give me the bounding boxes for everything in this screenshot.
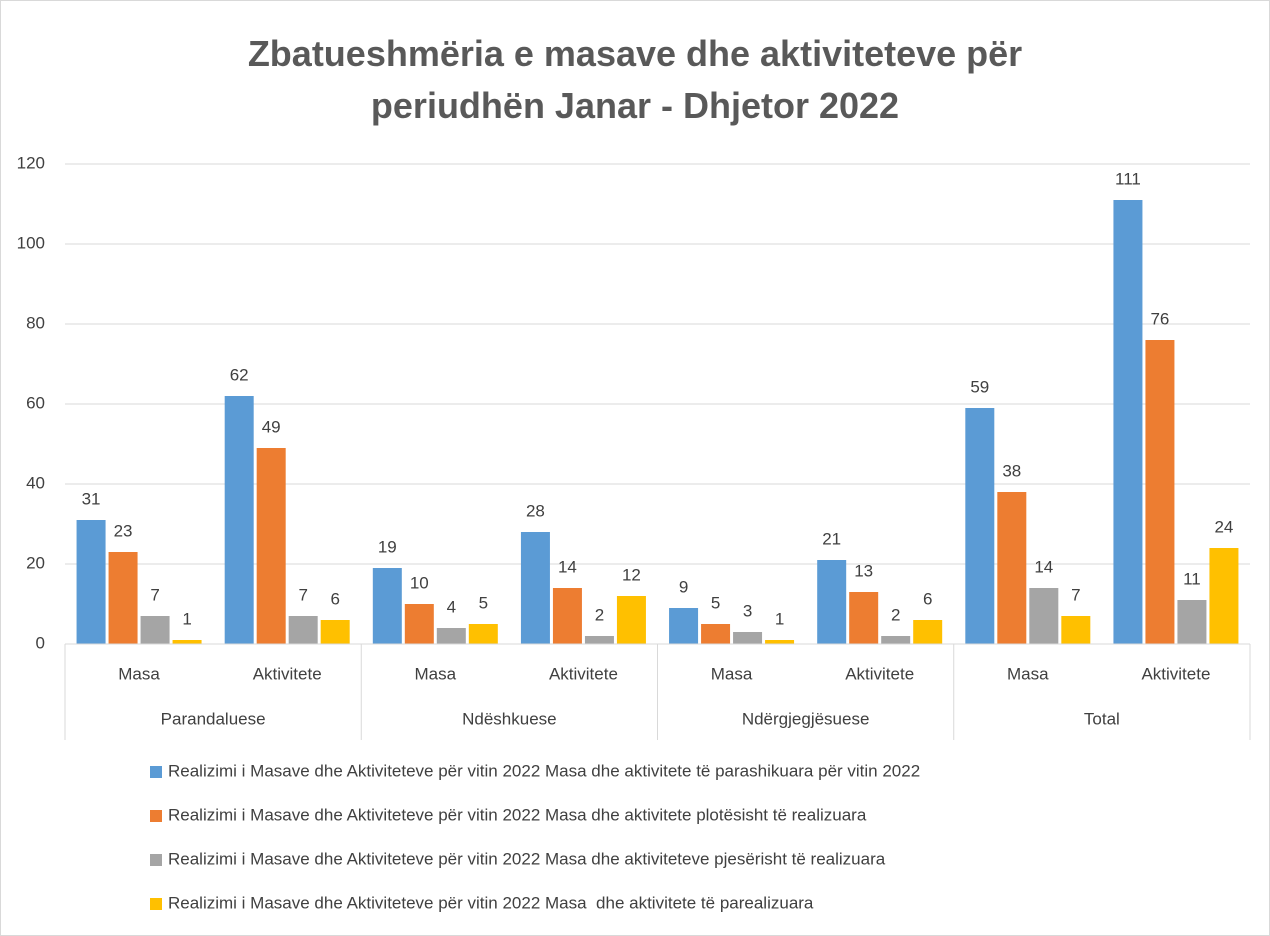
bar [224, 396, 254, 644]
y-tick-label: 100 [17, 233, 45, 252]
x-tick-label: Aktivitete [549, 664, 618, 683]
bar [552, 588, 582, 644]
data-label: 28 [526, 501, 545, 520]
bar [172, 640, 202, 644]
bar [372, 568, 402, 644]
bar [881, 636, 911, 644]
bar [1209, 548, 1239, 644]
data-label: 11 [1183, 569, 1201, 588]
data-label: 7 [298, 585, 307, 604]
bar [913, 620, 943, 644]
y-tick-label: 0 [36, 633, 45, 652]
bar [1145, 340, 1175, 644]
bar [997, 492, 1027, 644]
data-label: 1 [775, 609, 784, 628]
bar [1061, 616, 1091, 644]
data-label: 7 [1071, 585, 1080, 604]
data-label: 9 [679, 577, 688, 596]
legend-swatch [150, 854, 162, 866]
data-label: 59 [970, 377, 989, 396]
bar [817, 560, 847, 644]
y-tick-label: 40 [26, 473, 45, 492]
x-tick-label: Masa [1007, 664, 1049, 683]
legend-label: Realizimi i Masave dhe Aktiviteteve për … [168, 849, 886, 868]
data-label: 2 [595, 605, 604, 624]
bar [733, 632, 763, 644]
data-label: 38 [1002, 461, 1021, 480]
data-label: 4 [447, 597, 456, 616]
group-label: Parandaluese [161, 709, 266, 728]
bar [765, 640, 795, 644]
legend-label: Realizimi i Masave dhe Aktiviteteve për … [168, 761, 920, 780]
bar [1029, 588, 1059, 644]
data-label: 7 [150, 585, 159, 604]
bar [76, 520, 106, 644]
data-label: 49 [262, 417, 281, 436]
chart-title: Zbatueshmëria e masave dhe aktiviteteve … [247, 33, 1023, 126]
data-label: 6 [330, 589, 339, 608]
y-tick-label: 80 [26, 313, 45, 332]
data-label: 6 [923, 589, 932, 608]
data-label: 19 [378, 537, 397, 556]
data-label: 24 [1214, 517, 1233, 536]
bar [256, 448, 286, 644]
bar [404, 604, 434, 644]
data-label: 13 [854, 561, 873, 580]
data-label: 10 [410, 573, 429, 592]
group-label: Ndërgjegjësuese [742, 709, 870, 728]
bar [616, 596, 646, 644]
bar [108, 552, 138, 644]
bar [140, 616, 170, 644]
bar [320, 620, 350, 644]
data-label: 3 [743, 601, 752, 620]
bar [701, 624, 731, 644]
data-label: 21 [822, 529, 841, 548]
legend-swatch [150, 898, 162, 910]
bar [436, 628, 466, 644]
x-tick-label: Aktivitete [253, 664, 322, 683]
legend-label: Realizimi i Masave dhe Aktiviteteve për … [168, 893, 814, 912]
bar [1113, 200, 1143, 644]
bar [965, 408, 995, 644]
legend-swatch [150, 810, 162, 822]
bar [669, 608, 699, 644]
bar [1177, 600, 1207, 644]
y-tick-label: 120 [17, 153, 45, 172]
data-label: 14 [558, 557, 577, 576]
x-tick-label: Aktivitete [1141, 664, 1210, 683]
data-label: 2 [891, 605, 900, 624]
data-label: 12 [622, 565, 641, 584]
x-tick-label: Masa [711, 664, 753, 683]
legend-swatch [150, 766, 162, 778]
bar [520, 532, 550, 644]
bar [468, 624, 498, 644]
x-tick-label: Masa [415, 664, 457, 683]
x-tick-label: Masa [118, 664, 160, 683]
data-label: 1 [182, 609, 191, 628]
data-label: 111 [1115, 169, 1141, 188]
group-label: Ndëshkuese [462, 709, 557, 728]
data-label: 76 [1150, 309, 1169, 328]
bar [584, 636, 614, 644]
data-label: 5 [711, 593, 720, 612]
y-tick-label: 60 [26, 393, 45, 412]
x-tick-label: Aktivitete [845, 664, 914, 683]
data-label: 62 [230, 365, 249, 384]
data-label: 31 [82, 489, 101, 508]
legend-label: Realizimi i Masave dhe Aktiviteteve për … [168, 805, 867, 824]
data-label: 5 [479, 593, 488, 612]
bar [849, 592, 879, 644]
bar [288, 616, 318, 644]
data-label: 23 [114, 521, 133, 540]
group-label: Total [1084, 709, 1120, 728]
y-tick-label: 20 [26, 553, 45, 572]
data-label: 14 [1034, 557, 1053, 576]
